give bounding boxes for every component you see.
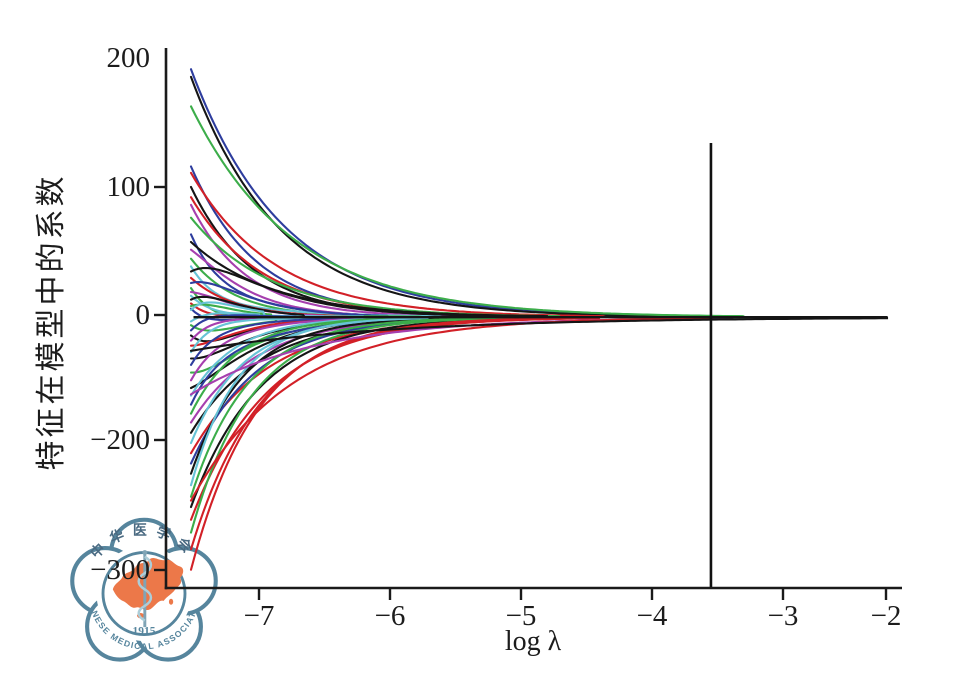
- x-tick-label: −7: [243, 600, 275, 632]
- coefficient-path: [189, 280, 392, 319]
- coefficient-path: [189, 312, 261, 323]
- china-map-taiwan: [168, 598, 174, 605]
- coefficient-path: [189, 266, 509, 319]
- coefficient-path: [189, 303, 274, 319]
- coefficient-path: [189, 316, 359, 366]
- x-tick-label: −6: [374, 600, 406, 632]
- coefficient-path: [189, 316, 713, 502]
- y-tick-label: −300: [90, 554, 150, 586]
- coefficient-path: [189, 316, 889, 352]
- y-tick-label: 200: [106, 42, 151, 74]
- coefficient-path: [189, 105, 747, 319]
- y-tick-label: 0: [135, 299, 151, 331]
- x-tick-label: −4: [636, 600, 668, 632]
- coefficient-path: [189, 316, 490, 498]
- coefficient-paths: [189, 68, 889, 571]
- coefficient-path: [189, 301, 267, 319]
- coefficient-path: [189, 316, 431, 487]
- x-axis-title: log λ: [504, 626, 562, 657]
- axis-tick-marks: [154, 185, 888, 600]
- x-tick-label: −2: [870, 600, 902, 632]
- y-tick-label: −200: [90, 424, 150, 456]
- staff-snake-icon: [137, 550, 153, 628]
- y-tick-label: 100: [106, 171, 151, 203]
- x-tick-label: −5: [505, 600, 537, 632]
- coefficient-path: [189, 316, 411, 415]
- coefficient-path: [189, 295, 306, 319]
- logo-year: 1915: [133, 626, 156, 638]
- x-tick-label: −3: [767, 600, 799, 632]
